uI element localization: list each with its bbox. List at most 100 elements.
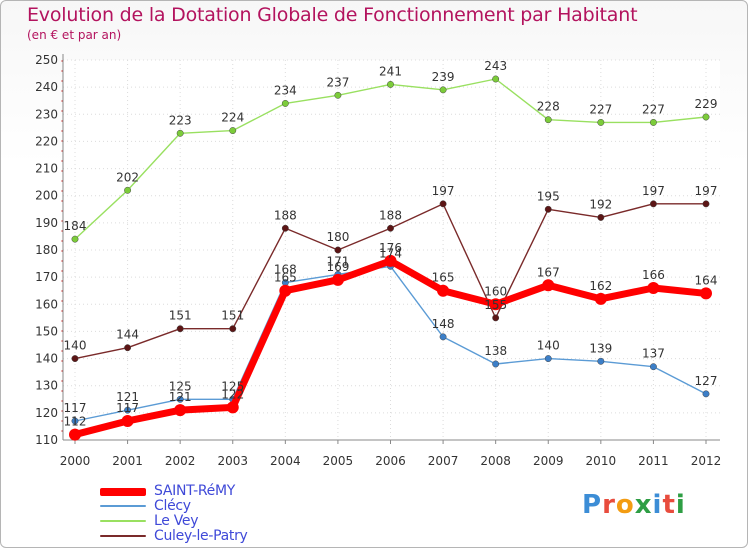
data-label-s2-2010: 227 <box>589 102 612 116</box>
ytick-label-190: 190 <box>35 216 58 230</box>
series-0-point-2010 <box>594 292 607 305</box>
logo-letter: i <box>652 490 663 520</box>
data-label-s3-2002: 151 <box>169 309 192 323</box>
data-label-s3-2008: 155 <box>484 298 507 312</box>
series-3-point-2011 <box>649 200 657 208</box>
data-label-s0-2011: 166 <box>642 268 665 282</box>
series-0-point-2000 <box>69 428 81 441</box>
data-label-s2-2003: 224 <box>221 111 244 125</box>
data-label-s0-2007: 165 <box>432 271 455 285</box>
data-label-s2-2000: 184 <box>64 219 87 233</box>
series-0-point-2001 <box>121 415 134 427</box>
ytick-label-200: 200 <box>35 189 58 203</box>
ytick-label-110: 110 <box>35 433 58 447</box>
series-2-point-2000 <box>71 235 79 243</box>
series-1-point-2001 <box>124 406 132 414</box>
data-label-s1-2007: 148 <box>432 317 455 331</box>
ytick-label-230: 230 <box>35 107 58 121</box>
series-1-point-2000 <box>71 417 79 425</box>
series-1-point-2010 <box>597 357 605 365</box>
data-label-s0-2006: 176 <box>379 241 402 255</box>
data-label-s0-2010: 162 <box>589 279 612 293</box>
data-label-s0-2000: 112 <box>64 415 87 429</box>
series-3-point-2005 <box>334 246 342 254</box>
xtick-label-2006: 2006 <box>375 454 406 468</box>
series-2-point-2011 <box>649 118 657 126</box>
ytick-label-150: 150 <box>35 324 58 338</box>
series-3-point-2007 <box>439 200 447 208</box>
logo-letter: r <box>602 490 616 520</box>
legend-swatch-saint-remy <box>100 488 146 496</box>
data-label-s1-2000: 117 <box>64 401 87 415</box>
data-label-s3-2007: 197 <box>432 184 455 198</box>
series-1-point-2008 <box>492 360 500 368</box>
series-2-point-2004 <box>281 99 289 107</box>
data-label-s3-2005: 180 <box>326 230 349 244</box>
data-label-s0-2005: 169 <box>326 260 349 274</box>
chart-title: Evolution de la Dotation Globale de Fonc… <box>27 4 638 26</box>
xtick-label-2010: 2010 <box>586 454 617 468</box>
proxiti-logo[interactable]: Proxiti <box>582 490 686 520</box>
data-label-s1-2004: 168 <box>274 263 297 277</box>
xtick-label-2003: 2003 <box>217 454 248 468</box>
ytick-label-140: 140 <box>35 352 58 366</box>
series-2-point-2008 <box>492 75 500 83</box>
data-label-s1-2003: 125 <box>221 379 244 393</box>
data-label-s1-2001: 121 <box>116 390 139 404</box>
data-label-s2-2007: 239 <box>432 70 455 84</box>
data-label-s1-2005: 171 <box>326 254 349 268</box>
series-0-point-2009 <box>542 279 555 292</box>
logo-letter: x <box>634 490 653 520</box>
series-1-point-2012 <box>702 390 710 398</box>
data-label-s2-2006: 241 <box>379 64 402 78</box>
series-2-point-2010 <box>597 118 605 126</box>
ytick-label-240: 240 <box>35 80 58 94</box>
series-3-point-2009 <box>544 205 552 213</box>
logo-letter: o <box>615 490 635 520</box>
xtick-label-2002: 2002 <box>165 454 196 468</box>
data-label-s1-2006: 174 <box>379 246 402 260</box>
data-label-s2-2001: 202 <box>116 170 139 184</box>
data-label-s3-2006: 188 <box>379 208 402 222</box>
data-label-s1-2002: 125 <box>169 379 192 393</box>
xtick-label-2000: 2000 <box>60 454 91 468</box>
ytick-label-250: 250 <box>35 53 58 67</box>
logo-letter: t <box>662 490 676 520</box>
data-label-s0-2008: 160 <box>484 284 507 298</box>
xtick-label-2007: 2007 <box>428 454 459 468</box>
logo-letter: i <box>675 490 686 520</box>
xtick-label-2012: 2012 <box>691 454 722 468</box>
legend-label-le-vey: Le Vey <box>154 513 199 529</box>
series-2-point-2007 <box>439 86 447 94</box>
series-2-point-2003 <box>229 127 237 135</box>
series-0-point-2002 <box>174 404 187 417</box>
data-label-s1-2011: 137 <box>642 347 665 361</box>
series-1-point-2002 <box>176 395 184 403</box>
legend-label-clecy: Clécy <box>154 498 191 514</box>
series-0-point-2011 <box>647 282 660 294</box>
data-label-s2-2008: 243 <box>484 59 507 73</box>
data-label-s0-2003: 122 <box>221 387 244 401</box>
ytick-label-220: 220 <box>35 134 58 148</box>
series-3-point-2006 <box>387 224 394 232</box>
series-3-point-2012 <box>702 200 710 208</box>
data-label-s1-2012: 127 <box>695 374 718 388</box>
xtick-label-2004: 2004 <box>270 454 301 468</box>
data-label-s1-2008: 138 <box>484 344 507 358</box>
legend-label-culey-le-patry: Culey-le-Patry <box>154 528 248 544</box>
series-2-point-2012 <box>702 113 710 121</box>
data-label-s2-2011: 227 <box>642 102 665 116</box>
xtick-label-2011: 2011 <box>638 454 669 468</box>
series-1-point-2009 <box>544 355 552 363</box>
ytick-label-160: 160 <box>35 297 58 311</box>
series-3-point-2000 <box>71 355 79 363</box>
series-0-point-2004 <box>279 284 292 297</box>
ytick-label-180: 180 <box>35 243 58 257</box>
series-2-point-2009 <box>544 116 552 124</box>
data-label-s3-2011: 197 <box>642 184 665 198</box>
ytick-label-130: 130 <box>35 379 58 393</box>
data-label-s2-2002: 223 <box>169 113 192 127</box>
series-2-point-2006 <box>387 80 394 88</box>
data-label-s0-2009: 167 <box>537 265 560 279</box>
series-3-point-2001 <box>124 344 132 352</box>
